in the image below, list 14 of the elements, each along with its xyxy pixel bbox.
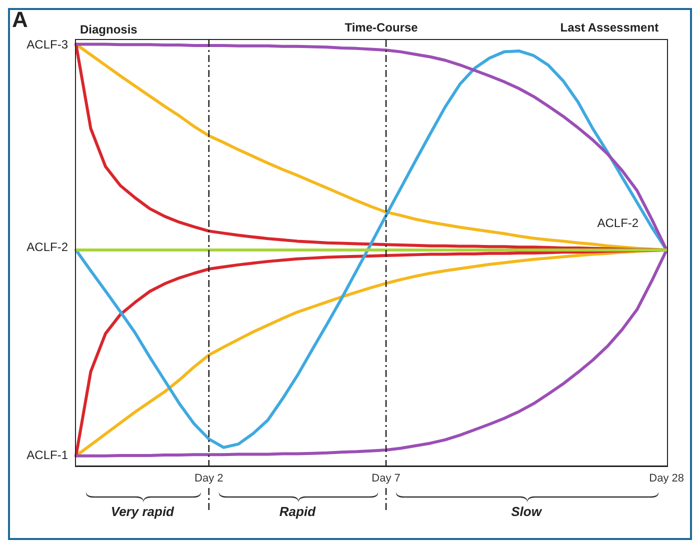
text: A (12, 7, 28, 32)
text: Time-Course (344, 20, 418, 34)
text: ACLF-3 (26, 37, 68, 52)
text: Rapid (279, 504, 317, 520)
text: Slow (511, 504, 542, 520)
x-tick-label: Day 2 (194, 472, 224, 485)
text: Last Assessment (560, 20, 659, 34)
text: ACLF-2 (26, 240, 68, 254)
text: Very rapid (110, 504, 176, 520)
text: ACLF-1 (26, 448, 68, 462)
x-tick-label: Day 7 (372, 472, 400, 485)
text: Diagnosis (80, 22, 138, 36)
x-tick-label: Day 28 (649, 472, 684, 485)
annotation: ACLF-2 (597, 216, 639, 230)
